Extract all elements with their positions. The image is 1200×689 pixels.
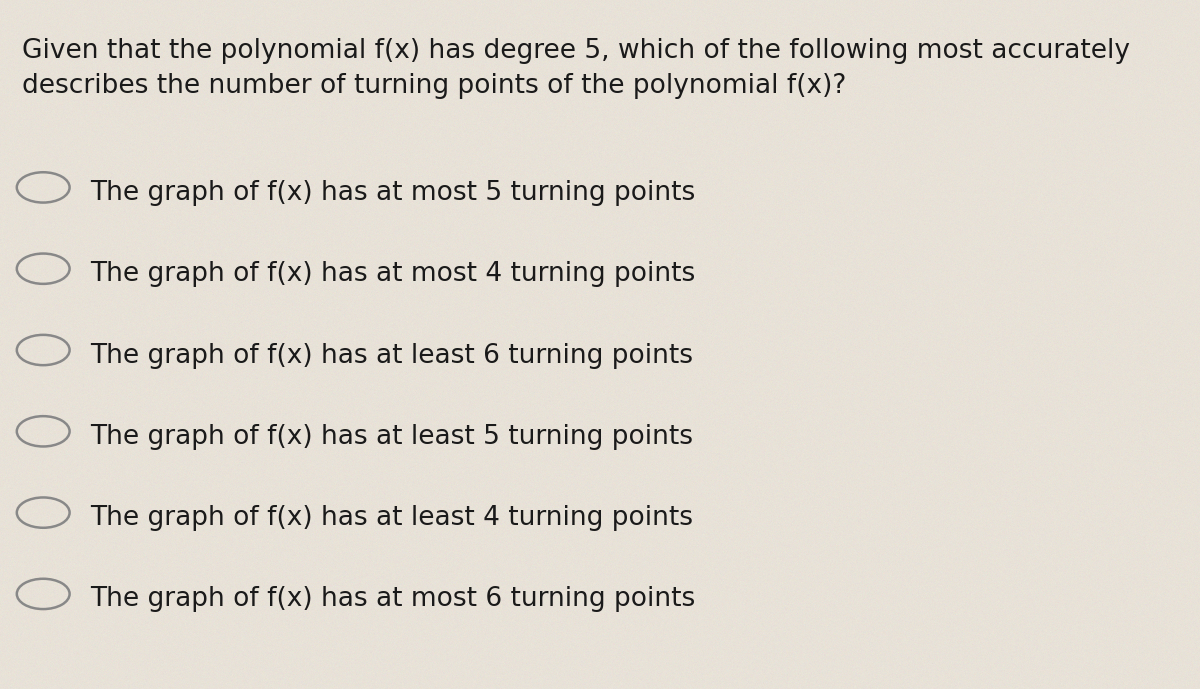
Text: Given that the polynomial f(x) has degree 5, which of the following most accurat: Given that the polynomial f(x) has degre… [22,38,1129,99]
Text: The graph of f(x) has at least 6 turning points: The graph of f(x) has at least 6 turning… [90,342,694,369]
Text: The graph of f(x) has at most 4 turning points: The graph of f(x) has at most 4 turning … [90,261,695,287]
Text: The graph of f(x) has at least 5 turning points: The graph of f(x) has at least 5 turning… [90,424,694,450]
Text: The graph of f(x) has at most 5 turning points: The graph of f(x) has at most 5 turning … [90,180,695,206]
Text: The graph of f(x) has at least 4 turning points: The graph of f(x) has at least 4 turning… [90,505,694,531]
Text: The graph of f(x) has at most 6 turning points: The graph of f(x) has at most 6 turning … [90,586,695,613]
